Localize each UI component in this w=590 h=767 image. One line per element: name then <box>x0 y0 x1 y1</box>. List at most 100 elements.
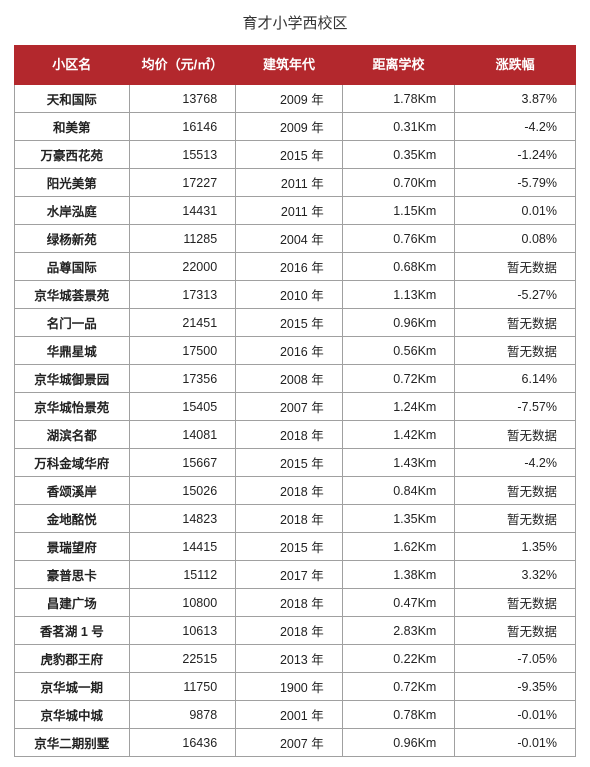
cell-value: 17313 <box>129 281 236 309</box>
table-row: 香茗湖 1 号106132018 年2.83Km暂无数据 <box>15 617 576 645</box>
cell-value: 2016 年 <box>236 337 343 365</box>
cell-value: 2009 年 <box>236 85 343 113</box>
cell-value: 15112 <box>129 561 236 589</box>
cell-value: 17356 <box>129 365 236 393</box>
table-row: 昌建广场108002018 年0.47Km暂无数据 <box>15 589 576 617</box>
cell-name: 京华城御景园 <box>15 365 130 393</box>
cell-value: 2011 年 <box>236 197 343 225</box>
cell-name: 和美第 <box>15 113 130 141</box>
table-row: 水岸泓庭144312011 年1.15Km0.01% <box>15 197 576 225</box>
cell-value: 0.47Km <box>342 589 455 617</box>
cell-value: 暂无数据 <box>455 477 576 505</box>
cell-value: -0.01% <box>455 729 576 757</box>
property-table: 小区名 均价（元/㎡） 建筑年代 距离学校 涨跌幅 天和国际137682009 … <box>14 45 576 757</box>
cell-value: 1900 年 <box>236 673 343 701</box>
cell-value: -4.2% <box>455 113 576 141</box>
cell-value: 1.35% <box>455 533 576 561</box>
cell-value: 14823 <box>129 505 236 533</box>
cell-value: 16146 <box>129 113 236 141</box>
cell-value: 13768 <box>129 85 236 113</box>
cell-value: 15026 <box>129 477 236 505</box>
cell-value: 2.83Km <box>342 617 455 645</box>
cell-value: 1.78Km <box>342 85 455 113</box>
cell-value: 0.96Km <box>342 729 455 757</box>
cell-value: 0.56Km <box>342 337 455 365</box>
cell-value: 暂无数据 <box>455 421 576 449</box>
cell-name: 水岸泓庭 <box>15 197 130 225</box>
cell-value: 0.08% <box>455 225 576 253</box>
table-row: 品尊国际220002016 年0.68Km暂无数据 <box>15 253 576 281</box>
cell-value: 1.38Km <box>342 561 455 589</box>
cell-value: 0.84Km <box>342 477 455 505</box>
cell-value: 10613 <box>129 617 236 645</box>
table-row: 华鼎星城175002016 年0.56Km暂无数据 <box>15 337 576 365</box>
cell-name: 景瑞望府 <box>15 533 130 561</box>
cell-name: 名门一品 <box>15 309 130 337</box>
col-year: 建筑年代 <box>236 46 343 85</box>
table-row: 京华城荟景苑173132010 年1.13Km-5.27% <box>15 281 576 309</box>
cell-value: 15667 <box>129 449 236 477</box>
cell-value: -7.57% <box>455 393 576 421</box>
cell-value: 9878 <box>129 701 236 729</box>
cell-value: 10800 <box>129 589 236 617</box>
cell-value: 14431 <box>129 197 236 225</box>
cell-name: 豪普思卡 <box>15 561 130 589</box>
cell-value: 0.22Km <box>342 645 455 673</box>
cell-value: 暂无数据 <box>455 309 576 337</box>
cell-value: 1.42Km <box>342 421 455 449</box>
cell-value: 11285 <box>129 225 236 253</box>
cell-value: 22000 <box>129 253 236 281</box>
cell-value: 1.24Km <box>342 393 455 421</box>
cell-name: 阳光美第 <box>15 169 130 197</box>
cell-value: 22515 <box>129 645 236 673</box>
cell-value: 0.72Km <box>342 673 455 701</box>
table-row: 绿杨新苑112852004 年0.76Km0.08% <box>15 225 576 253</box>
cell-value: 0.35Km <box>342 141 455 169</box>
cell-value: 2010 年 <box>236 281 343 309</box>
table-body: 天和国际137682009 年1.78Km3.87%和美第161462009 年… <box>15 85 576 757</box>
table-row: 和美第161462009 年0.31Km-4.2% <box>15 113 576 141</box>
cell-value: 暂无数据 <box>455 589 576 617</box>
table-row: 名门一品214512015 年0.96Km暂无数据 <box>15 309 576 337</box>
cell-value: 1.62Km <box>342 533 455 561</box>
cell-value: 2018 年 <box>236 421 343 449</box>
cell-value: 2016 年 <box>236 253 343 281</box>
table-row: 香颂溪岸150262018 年0.84Km暂无数据 <box>15 477 576 505</box>
table-row: 豪普思卡151122017 年1.38Km3.32% <box>15 561 576 589</box>
cell-value: 1.15Km <box>342 197 455 225</box>
col-name: 小区名 <box>15 46 130 85</box>
cell-value: 0.01% <box>455 197 576 225</box>
cell-value: 15513 <box>129 141 236 169</box>
table-row: 万豪西花苑155132015 年0.35Km-1.24% <box>15 141 576 169</box>
table-row: 金地酩悦148232018 年1.35Km暂无数据 <box>15 505 576 533</box>
cell-name: 天和国际 <box>15 85 130 113</box>
cell-name: 湖滨名都 <box>15 421 130 449</box>
cell-value: -5.79% <box>455 169 576 197</box>
cell-value: 0.72Km <box>342 365 455 393</box>
table-row: 京华二期别墅164362007 年0.96Km-0.01% <box>15 729 576 757</box>
table-row: 京华城怡景苑154052007 年1.24Km-7.57% <box>15 393 576 421</box>
cell-value: 1.13Km <box>342 281 455 309</box>
cell-value: 暂无数据 <box>455 337 576 365</box>
cell-value: 14081 <box>129 421 236 449</box>
cell-value: 6.14% <box>455 365 576 393</box>
cell-value: 暂无数据 <box>455 505 576 533</box>
cell-value: 0.70Km <box>342 169 455 197</box>
cell-value: -4.2% <box>455 449 576 477</box>
cell-value: 2015 年 <box>236 141 343 169</box>
cell-value: 2018 年 <box>236 589 343 617</box>
cell-name: 京华城荟景苑 <box>15 281 130 309</box>
cell-name: 万豪西花苑 <box>15 141 130 169</box>
cell-value: 11750 <box>129 673 236 701</box>
table-row: 景瑞望府144152015 年1.62Km1.35% <box>15 533 576 561</box>
cell-value: 暂无数据 <box>455 617 576 645</box>
table-row: 湖滨名都140812018 年1.42Km暂无数据 <box>15 421 576 449</box>
cell-value: -0.01% <box>455 701 576 729</box>
cell-value: 0.96Km <box>342 309 455 337</box>
cell-name: 昌建广场 <box>15 589 130 617</box>
cell-value: 0.68Km <box>342 253 455 281</box>
cell-value: 0.76Km <box>342 225 455 253</box>
table-row: 阳光美第172272011 年0.70Km-5.79% <box>15 169 576 197</box>
cell-name: 虎豹郡王府 <box>15 645 130 673</box>
cell-value: 2001 年 <box>236 701 343 729</box>
